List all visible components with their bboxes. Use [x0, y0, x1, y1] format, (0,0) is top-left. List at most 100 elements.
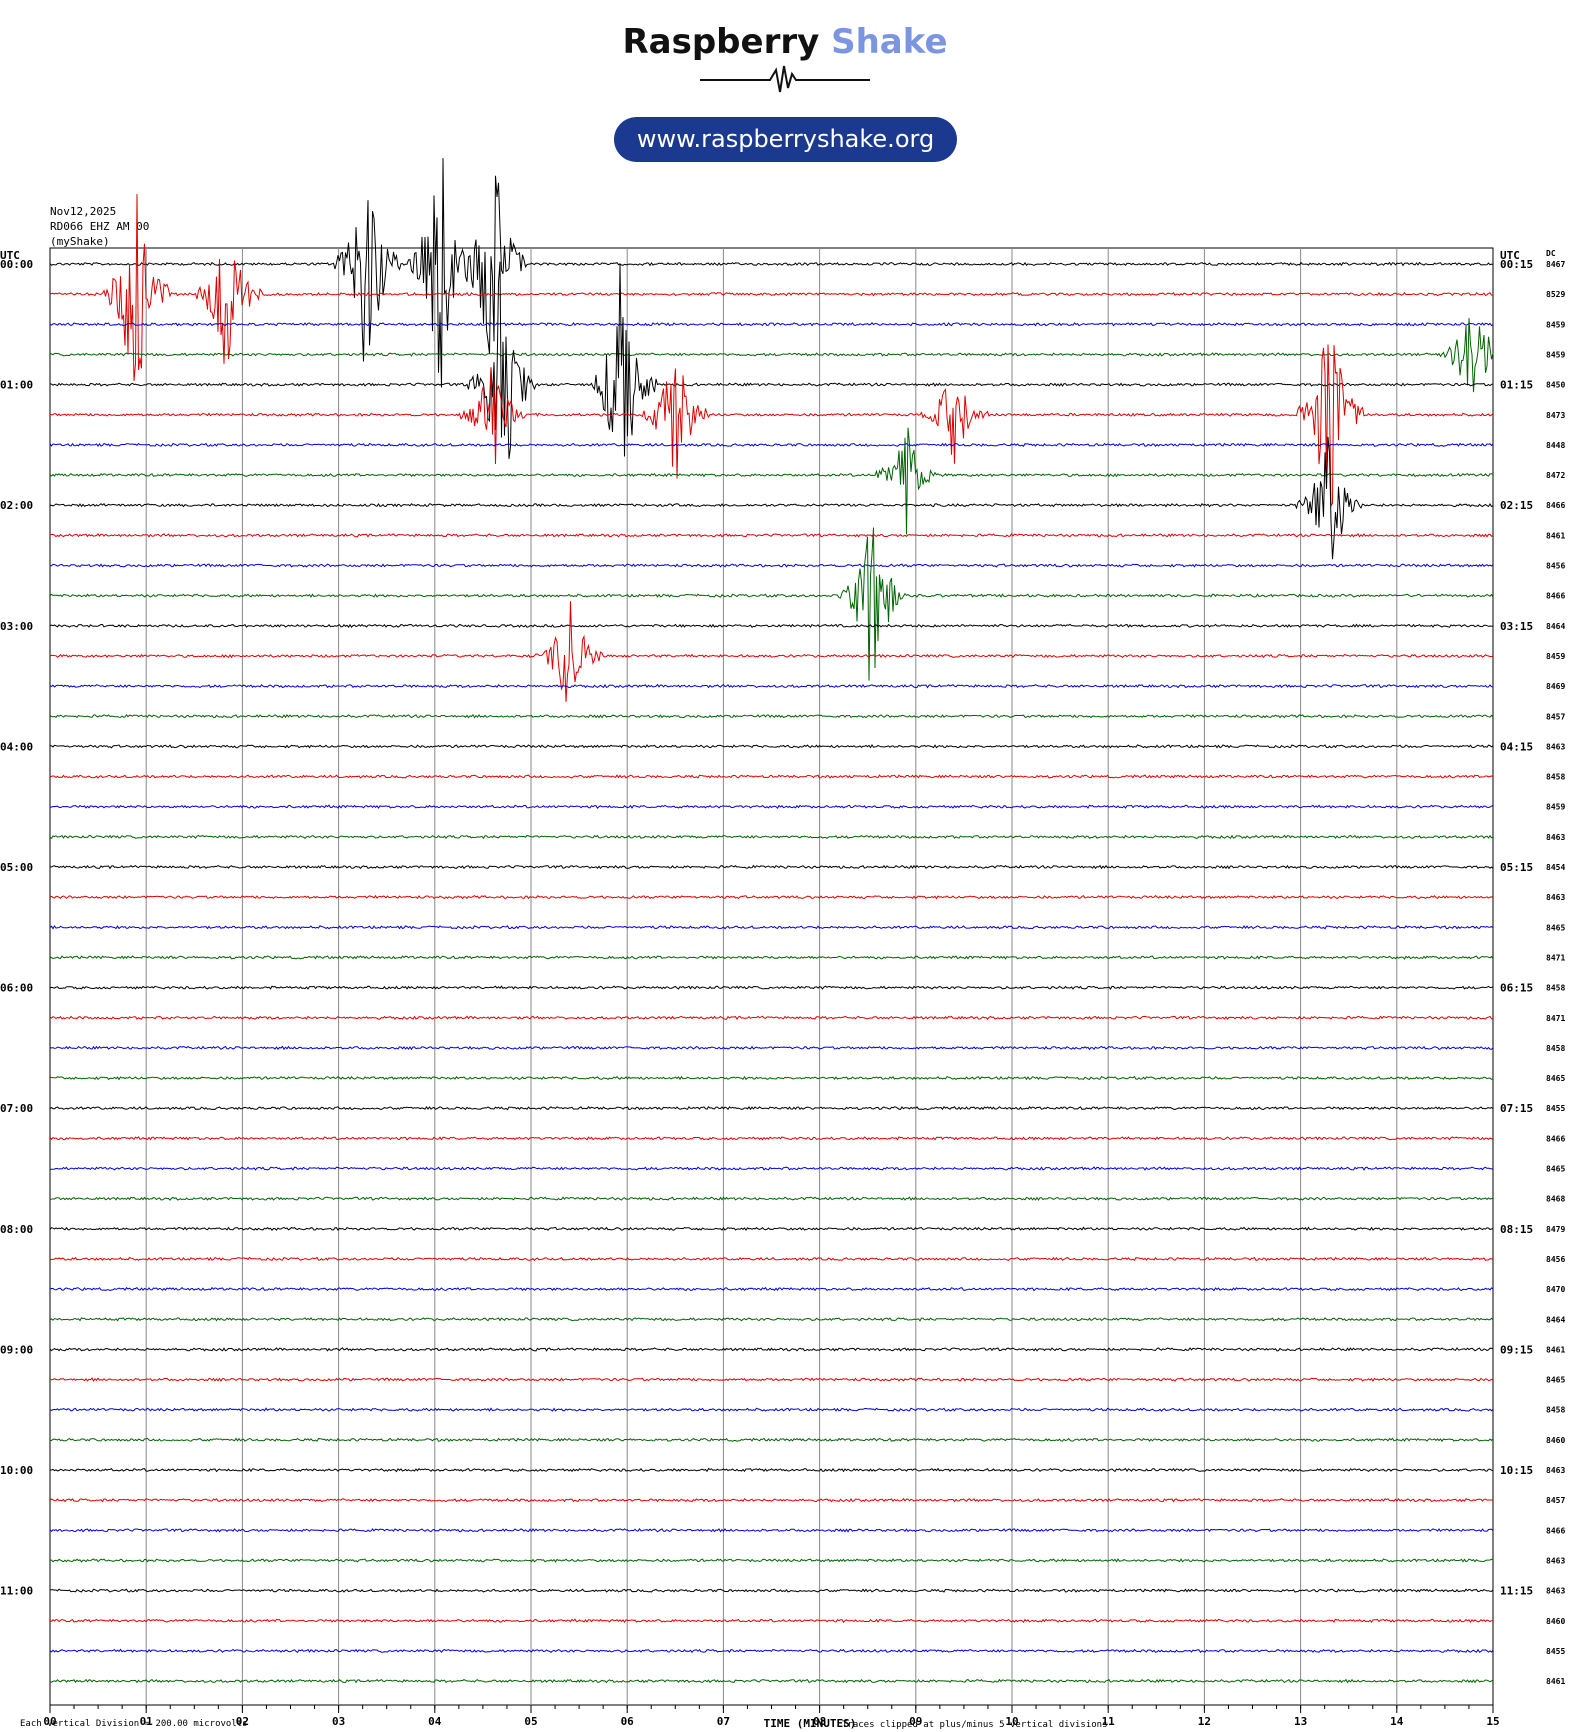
seismic-trace [49, 1136, 1494, 1141]
hour-label-left: 04:00 [0, 740, 33, 753]
hour-label-right: 09:15 [1500, 1343, 1533, 1356]
seismic-trace [49, 1497, 1494, 1503]
dc-offset-label: 8466 [1546, 1526, 1565, 1535]
seismic-trace [49, 427, 1494, 535]
hour-label-right: 08:15 [1500, 1223, 1533, 1236]
dc-offset-label: 8466 [1546, 592, 1565, 601]
dc-offset-label: 8460 [1546, 1617, 1565, 1626]
dc-offset-label: 8458 [1546, 984, 1565, 993]
x-tick-label: 14 [1390, 1715, 1404, 1728]
plot-frame [49, 247, 1494, 1706]
record-date: Nov12,2025 [50, 205, 117, 218]
seismic-trace [49, 1407, 1494, 1412]
dc-offset-label: 8473 [1546, 411, 1565, 420]
seismic-trace [49, 1317, 1494, 1322]
hour-label-left: 06:00 [0, 982, 33, 995]
seismic-trace [49, 1678, 1494, 1684]
seismic-trace [49, 894, 1494, 900]
dc-offset-label: 8461 [1546, 531, 1565, 540]
x-tick-label: 03 [332, 1715, 345, 1728]
vertical-scale-note: Each Vertical Division = 200.00 microvol… [20, 1719, 248, 1729]
hour-label-left: 09:00 [0, 1343, 33, 1356]
seismic-trace [49, 744, 1494, 749]
seismic-trace [49, 1588, 1494, 1593]
seismic-trace [49, 533, 1494, 538]
seismic-trace [49, 1256, 1494, 1262]
seismic-trace [49, 955, 1494, 960]
dc-offset-label: 8472 [1546, 471, 1565, 480]
hour-label-left: 08:00 [0, 1223, 33, 1236]
hour-label-right: 00:15 [1500, 258, 1533, 271]
dc-offset-label: 8471 [1546, 1014, 1565, 1023]
hour-label-right: 06:15 [1500, 982, 1533, 995]
hour-label-right: 03:15 [1500, 620, 1533, 633]
clip-note: Traces clipped at plus/minus 5 vertical … [842, 1720, 1108, 1730]
hour-label-left: 05:00 [0, 861, 33, 874]
x-tick-label: 06 [621, 1715, 635, 1728]
dc-offset-label: 8450 [1546, 381, 1565, 390]
seismic-trace [49, 1045, 1494, 1051]
seismic-trace [49, 1286, 1494, 1292]
seismic-trace [49, 1075, 1494, 1081]
hour-label-left: 00:00 [0, 258, 33, 271]
dc-label: DC [1546, 249, 1556, 258]
seismic-trace [49, 1196, 1494, 1201]
dc-offset-label: 8456 [1546, 562, 1565, 571]
dc-offset-label: 8457 [1546, 1496, 1565, 1505]
seismic-trace [49, 1015, 1494, 1021]
seismic-trace [49, 527, 1494, 681]
dc-offset-label: 8465 [1546, 1376, 1565, 1385]
dc-offset-label: 8463 [1546, 1587, 1565, 1596]
dc-offset-label: 8461 [1546, 1677, 1565, 1686]
hour-label-right: 01:15 [1500, 379, 1533, 392]
dc-offset-label: 8465 [1546, 923, 1565, 932]
dc-offset-label: 8459 [1546, 803, 1565, 812]
seismic-trace [49, 834, 1494, 840]
dc-offset-label: 8459 [1546, 652, 1565, 661]
x-tick-label: 08 [813, 1715, 826, 1728]
dc-offset-label: 8467 [1546, 260, 1565, 269]
brand-name: Raspberry [622, 22, 820, 62]
x-tick-label: 05 [524, 1715, 537, 1728]
hour-label-left: 10:00 [0, 1464, 33, 1477]
seismic-trace [49, 322, 1494, 327]
dc-offset-label: 8463 [1546, 1466, 1565, 1475]
hour-label-right: 02:15 [1500, 499, 1533, 512]
website-link[interactable]: www.raspberryshake.org [614, 117, 957, 162]
seismic-trace [49, 601, 1494, 702]
x-tick-label: 09 [909, 1715, 922, 1728]
dc-offset-label: 8468 [1546, 1195, 1565, 1204]
seismic-trace [49, 1467, 1494, 1473]
station-code: RD066 EHZ AM 00 [50, 220, 150, 233]
x-tick-label: 07 [717, 1715, 730, 1728]
seismic-trace [49, 774, 1494, 779]
dc-offset-label: 8466 [1546, 501, 1565, 510]
x-tick-label: 02 [236, 1715, 249, 1728]
seismic-trace [49, 713, 1494, 719]
left-axis-label: UTC [0, 249, 20, 262]
dc-offset-label: 8458 [1546, 1406, 1565, 1415]
dc-offset-label: 8448 [1546, 441, 1565, 450]
hour-label-left: 01:00 [0, 379, 33, 392]
dc-offset-label: 8460 [1546, 1436, 1565, 1445]
network-name: (myShake) [50, 235, 110, 248]
seismic-trace [49, 344, 1494, 508]
hour-label-right: 05:15 [1500, 861, 1533, 874]
dc-offset-label: 8463 [1546, 1556, 1565, 1565]
hour-label-right: 04:15 [1500, 740, 1533, 753]
dc-offset-label: 8463 [1546, 833, 1565, 842]
seismic-trace [49, 1437, 1494, 1443]
dc-offset-label: 8455 [1546, 1647, 1565, 1656]
dc-offset-label: 8459 [1546, 320, 1565, 329]
hour-label-left: 02:00 [0, 499, 33, 512]
seismic-trace [49, 194, 1494, 381]
dc-offset-label: 8466 [1546, 1134, 1565, 1143]
seismic-trace [49, 436, 1494, 560]
hour-label-left: 07:00 [0, 1102, 33, 1115]
dc-offset-label: 8461 [1546, 1345, 1565, 1354]
dc-offset-label: 8464 [1546, 622, 1565, 631]
dc-offset-label: 8464 [1546, 1315, 1565, 1324]
seismic-trace [49, 1226, 1494, 1231]
dc-offset-label: 8465 [1546, 1074, 1565, 1083]
dc-offset-label: 8529 [1546, 290, 1565, 299]
